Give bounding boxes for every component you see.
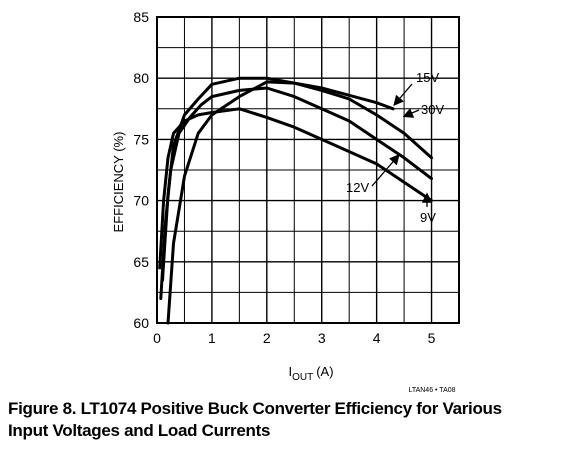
series-line-30v [166, 80, 433, 325]
series-label-arrow [393, 83, 413, 106]
y-axis-label: EFFICIENCY (%) [111, 132, 126, 233]
footer-code: LTAN46 • TA08 [408, 387, 455, 394]
series-line-12v [159, 86, 433, 300]
x-axis-label-sub: OUT [292, 372, 313, 383]
plot-frame [156, 16, 460, 324]
x-axis-label-main: I [288, 364, 292, 379]
x-tick-labels: 0 1 2 3 4 5 [153, 330, 436, 346]
x-axis-label: IOUT (A) [288, 364, 333, 383]
x-tick-label: 4 [373, 330, 381, 346]
x-axis-label-unit: (A) [316, 364, 333, 379]
series-line-15v [161, 76, 395, 282]
x-tick-label: 3 [318, 330, 326, 346]
series-label-30v: 30V [421, 102, 444, 117]
y-tick-label: 60 [133, 315, 149, 331]
series-label-15v: 15V [416, 70, 439, 85]
efficiency-chart: 60 65 70 75 80 85 0 1 2 3 4 5 15V 30V 12V 9V EFFICIEN… [111, 9, 460, 394]
grid [157, 17, 459, 323]
series-label-9v: 9V [420, 210, 436, 225]
caption-line-2: Input Voltages and Load Currents [8, 421, 271, 440]
y-tick-label: 65 [133, 254, 149, 270]
y-tick-labels: 60 65 70 75 80 85 [133, 9, 149, 331]
caption-line-1: Figure 8. LT1074 Positive Buck Converter… [8, 399, 502, 418]
series-labels: 15V 30V 12V 9V [346, 70, 444, 225]
y-tick-label: 80 [133, 70, 149, 86]
y-tick-label: 85 [133, 9, 149, 25]
y-tick-label: 70 [133, 193, 149, 209]
series-label-12v: 12V [346, 180, 369, 195]
y-tick-label: 75 [133, 131, 149, 147]
x-tick-label: 1 [208, 330, 216, 346]
series-label-arrow [371, 154, 400, 187]
x-tick-label: 2 [263, 330, 271, 346]
x-tick-label: 5 [428, 330, 436, 346]
figure-caption: Figure 8. LT1074 Positive Buck Converter… [8, 398, 573, 442]
x-tick-label: 0 [153, 330, 161, 346]
series-lines [158, 76, 433, 325]
series-label-arrow [402, 108, 420, 118]
series-line-9v [158, 107, 433, 270]
